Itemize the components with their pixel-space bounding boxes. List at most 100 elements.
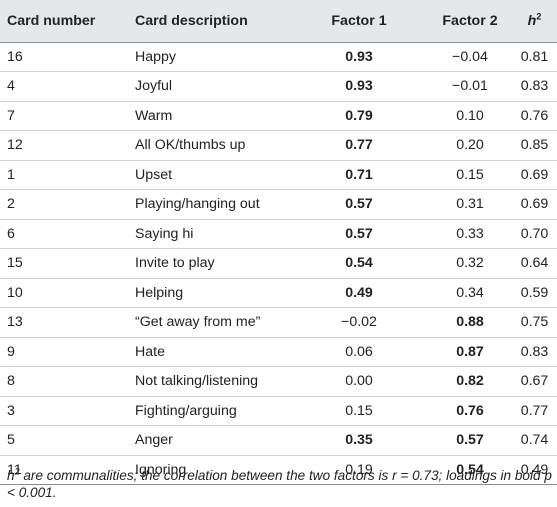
card-description-cell: All OK/thumbs up (135, 137, 246, 154)
h2-cell: 0.76 (520, 107, 549, 124)
factor-1-cell: 0.71 (345, 166, 373, 183)
table-row: 1 Upset 0.71 0.15 0.69 (0, 160, 557, 190)
factor-2-cell: 0.32 (456, 255, 484, 272)
factor-1-cell: 0.79 (345, 107, 373, 124)
header-factor-2: Factor 2 (428, 0, 512, 43)
table-body: 16 Happy 0.93 −0.04 0.81 4 Joyful 0.93 −0.01 0.83… (0, 42, 557, 485)
h2-cell: 0.69 (520, 166, 549, 183)
table-footnote: h2 are communalities; the correlation be… (7, 467, 552, 501)
factor-1-cell: 0.54 (345, 255, 373, 272)
header-factor-1: Factor 1 (290, 0, 428, 43)
card-number-cell: 8 (7, 373, 15, 390)
factor-1-cell: 0.49 (345, 284, 373, 301)
factor-2-cell: 0.57 (456, 432, 484, 449)
header-h2-base: h (527, 12, 537, 29)
h2-cell: 0.64 (520, 255, 549, 272)
card-number-cell: 4 (7, 78, 15, 95)
header-h2-sup: 2 (536, 11, 542, 22)
card-description-cell: Ignoring (135, 461, 187, 478)
table-row: 13 “Get away from me” −0.02 0.88 0.75 (0, 308, 557, 337)
factor-1-cell: 0.00 (345, 373, 373, 390)
h2-cell: 0.77 (520, 402, 549, 419)
factor-2-cell: 0.82 (456, 373, 484, 390)
card-number-cell: 10 (7, 284, 23, 301)
h2-cell: 0.59 (520, 284, 549, 301)
card-number-cell: 9 (7, 343, 15, 360)
factor-2-cell: 0.76 (456, 402, 484, 419)
factor-1-cell: 0.77 (345, 137, 373, 154)
card-number-cell: 13 (7, 314, 23, 331)
table-row: 12 All OK/thumbs up 0.77 0.20 0.85 (0, 131, 557, 160)
factor-loadings-table: Card number Card description Factor 1 Fa… (0, 0, 557, 485)
h2-cell: 0.83 (520, 78, 549, 95)
card-number-cell: 5 (7, 432, 15, 449)
table-row: 16 Happy 0.93 −0.04 0.81 (0, 42, 557, 72)
h2-cell: 0.49 (520, 461, 549, 478)
h2-cell: 0.69 (520, 196, 549, 213)
card-description-cell: Saying hi (135, 225, 194, 242)
header-card-description: Card description (135, 0, 290, 43)
table-row: 9 Hate 0.06 0.87 0.83 (0, 337, 557, 367)
table-row: 5 Anger 0.35 0.57 0.74 (0, 426, 557, 455)
h2-cell: 0.74 (520, 432, 549, 449)
footnote-h-base: h (7, 468, 15, 483)
card-description-cell: Not talking/listening (135, 373, 259, 390)
factor-2-cell: 0.34 (456, 284, 484, 301)
factor-2-cell: −0.01 (452, 78, 488, 95)
header-h2: h2 (512, 0, 557, 43)
h2-cell: 0.81 (520, 48, 549, 65)
factor-2-cell: 0.20 (456, 137, 484, 154)
factor-2-cell: 0.88 (456, 314, 484, 331)
card-number-cell: 1 (7, 166, 15, 183)
factor-2-cell: 0.15 (456, 166, 484, 183)
factor-1-cell: 0.35 (345, 432, 373, 449)
card-number-cell: 16 (7, 48, 23, 65)
factor-2-cell: 0.10 (456, 107, 484, 124)
footnote-h-sup: 2 (14, 466, 20, 477)
table-row: 8 Not talking/listening 0.00 0.82 0.67 (0, 367, 557, 396)
factor-2-cell: −0.04 (452, 48, 488, 65)
table-row: 3 Fighting/arguing 0.15 0.76 0.77 (0, 396, 557, 426)
factor-1-cell: 0.06 (345, 343, 373, 360)
factor-2-cell: 0.54 (456, 461, 484, 478)
card-number-cell: 7 (7, 107, 15, 124)
card-description-cell: Happy (135, 48, 177, 65)
h2-cell: 0.75 (520, 314, 549, 331)
factor-1-cell: 0.57 (345, 225, 373, 242)
factor-2-cell: 0.87 (456, 343, 484, 360)
table-row: 10 Helping 0.49 0.34 0.59 (0, 278, 557, 308)
card-description-cell: “Get away from me” (135, 314, 261, 331)
h2-cell: 0.67 (520, 373, 549, 390)
card-number-cell: 11 (7, 461, 22, 478)
card-description-cell: Joyful (135, 78, 173, 95)
factor-1-cell: 0.57 (345, 196, 373, 213)
card-number-cell: 3 (7, 402, 15, 419)
factor-1-cell: −0.02 (341, 314, 377, 331)
card-description-cell: Anger (135, 432, 173, 449)
card-number-cell: 2 (7, 196, 15, 213)
table-row: 7 Warm 0.79 0.10 0.76 (0, 101, 557, 131)
card-description-cell: Upset (135, 166, 173, 183)
h2-cell: 0.70 (520, 225, 549, 242)
card-number-cell: 15 (7, 255, 23, 272)
factor-2-cell: 0.33 (456, 225, 484, 242)
factor-1-cell: 0.15 (345, 402, 373, 419)
card-description-cell: Playing/hanging out (135, 196, 260, 213)
factor-1-cell: 0.19 (345, 461, 373, 478)
card-number-cell: 6 (7, 225, 15, 242)
table-row: 4 Joyful 0.93 −0.01 0.83 (0, 72, 557, 101)
table-row: 11 Ignoring 0.19 0.54 0.49 (0, 455, 557, 485)
card-description-cell: Hate (135, 343, 165, 360)
table-row: 6 Saying hi 0.57 0.33 0.70 (0, 219, 557, 249)
card-description-cell: Fighting/arguing (135, 402, 237, 419)
factor-2-cell: 0.31 (456, 196, 484, 213)
card-description-cell: Invite to play (135, 255, 215, 272)
card-description-cell: Helping (135, 284, 184, 301)
factor-1-cell: 0.93 (345, 78, 373, 95)
table-row: 2 Playing/hanging out 0.57 0.31 0.69 (0, 190, 557, 219)
header-card-number: Card number (0, 0, 135, 43)
table-header-row: Card number Card description Factor 1 Fa… (0, 0, 557, 43)
card-description-cell: Warm (135, 107, 173, 124)
table-row: 15 Invite to play 0.54 0.32 0.64 (0, 249, 557, 278)
